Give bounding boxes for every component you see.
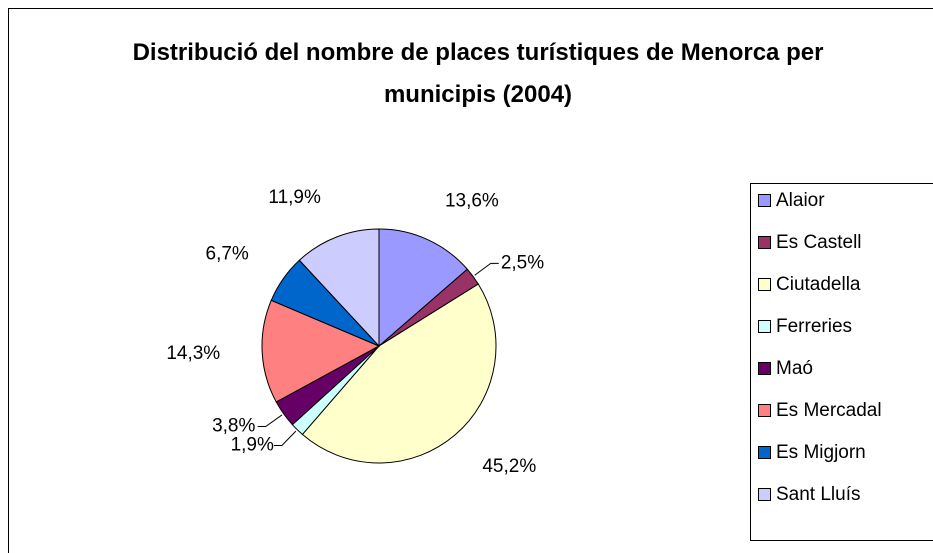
legend-label: Alaior [776, 190, 825, 211]
legend-swatch [758, 236, 771, 249]
data-label: 1,9% [231, 434, 274, 455]
data-label: 45,2% [482, 456, 536, 477]
legend-swatch [758, 488, 771, 501]
legend-label: Es Mercadal [776, 400, 882, 421]
leader-line [273, 430, 297, 446]
data-label: 3,8% [212, 416, 255, 437]
data-label: 6,7% [206, 244, 249, 265]
leader-line [474, 262, 499, 276]
legend-swatch [758, 278, 771, 291]
legend-swatch [758, 404, 771, 417]
pie-slice [298, 228, 380, 348]
leader-line [257, 414, 283, 428]
legend-label: Es Migjorn [776, 442, 866, 463]
legend-label: Ciutadella [776, 274, 861, 295]
legend-label: Maó [776, 358, 813, 379]
pie-slice [301, 283, 497, 464]
legend-swatch [758, 320, 771, 333]
legend-swatch [758, 362, 771, 375]
legend-swatch [758, 194, 771, 207]
legend-swatch [758, 446, 771, 459]
data-label: 11,9% [268, 187, 321, 208]
data-label: 2,5% [501, 252, 544, 273]
data-label: 14,3% [166, 343, 220, 364]
data-label: 13,6% [445, 190, 499, 211]
legend-label: Es Castell [776, 232, 862, 253]
legend-label: Sant Lluís [776, 484, 861, 505]
pie-slice [378, 228, 469, 348]
chart-title: Distribució del nombre de places turísti… [132, 39, 824, 108]
legend-box [750, 183, 933, 541]
legend-label: Ferreries [776, 316, 852, 337]
pie-slice [261, 299, 381, 403]
